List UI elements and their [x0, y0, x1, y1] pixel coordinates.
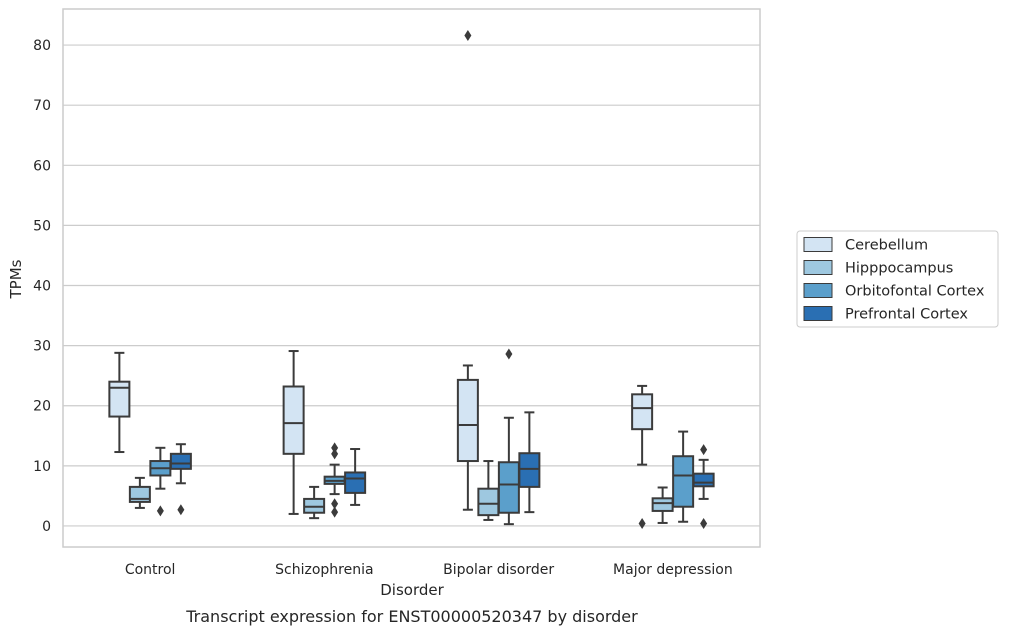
outlier-point	[331, 498, 339, 510]
y-tick-label: 20	[33, 399, 51, 415]
legend-label: Prefrontal Cortex	[845, 307, 968, 323]
box-0-2	[149, 446, 172, 517]
y-tick-label: 10	[33, 459, 51, 475]
legend-label: Orbitofontal Cortex	[845, 284, 985, 300]
outlier-point	[331, 442, 339, 454]
legend-label: Cerebellum	[845, 238, 928, 254]
box-0-3	[169, 443, 192, 516]
y-tick-label: 50	[33, 218, 51, 234]
iqr-box	[518, 452, 541, 488]
box-1-3	[344, 448, 367, 506]
box-0-0	[108, 351, 131, 454]
box-2-3	[518, 411, 541, 514]
legend-swatch	[803, 237, 833, 252]
box-1-2	[323, 442, 346, 518]
box-3-3	[692, 444, 715, 530]
box-3-1	[651, 486, 674, 524]
outlier-point	[156, 505, 164, 517]
iqr-box	[651, 497, 674, 512]
legend-frame	[796, 230, 999, 328]
box-1-0	[282, 350, 305, 515]
iqr-box	[456, 378, 479, 463]
x-tick-label: Major depression	[613, 562, 733, 578]
legend-swatch	[803, 306, 833, 321]
y-tick-label: 70	[33, 98, 51, 114]
outlier-point	[700, 518, 708, 530]
box-2-1	[477, 460, 500, 521]
plot-frame	[62, 8, 761, 548]
x-axis-title: Disorder	[380, 581, 444, 599]
outlier-point	[700, 444, 708, 456]
legend-swatch	[803, 260, 833, 275]
iqr-box	[631, 393, 654, 431]
box-3-0	[631, 384, 654, 530]
y-tick-label: 40	[33, 279, 51, 295]
outlier-point	[177, 504, 185, 516]
box-3-2	[672, 430, 695, 523]
iqr-box	[672, 455, 695, 508]
y-axis-title: TPMs	[7, 259, 25, 299]
iqr-box	[477, 487, 500, 517]
iqr-box	[169, 452, 192, 470]
legend-swatch	[803, 283, 833, 298]
y-tick-label: 30	[33, 339, 51, 355]
outlier-point	[331, 448, 339, 460]
y-tick-label: 60	[33, 158, 51, 174]
box-0-1	[128, 476, 151, 509]
y-tick-labels: 0 10 20 30 40 50 60 70 80	[33, 38, 51, 535]
chart-caption: Transcript expression for ENST0000052034…	[185, 607, 638, 626]
box-1-1	[303, 485, 326, 520]
iqr-box	[344, 471, 367, 494]
outlier-point	[331, 506, 339, 518]
boxes-layer	[108, 29, 715, 530]
x-tick-label: Schizophrenia	[275, 562, 373, 578]
iqr-box	[282, 385, 305, 455]
box-2-0	[456, 29, 479, 511]
x-tick-label: Bipolar disorder	[443, 562, 554, 578]
outlier-point	[638, 518, 646, 530]
outlier-point	[505, 348, 513, 360]
x-tick-labels: Control Schizophrenia Bipolar disorder Majo…	[125, 562, 733, 578]
y-tick-label: 80	[33, 38, 51, 54]
iqr-box	[692, 472, 715, 488]
outlier-point	[464, 29, 472, 41]
iqr-box	[108, 380, 131, 418]
box-2-2	[497, 348, 520, 526]
iqr-box	[497, 461, 520, 514]
x-tick-label: Control	[125, 562, 176, 578]
gridlines	[63, 44, 760, 527]
legend-label: Hipppocampus	[845, 261, 953, 277]
legend: Cerebellum Hipppocampus Orbitofontal Corte…	[796, 230, 999, 328]
y-tick-label: 0	[42, 519, 51, 535]
